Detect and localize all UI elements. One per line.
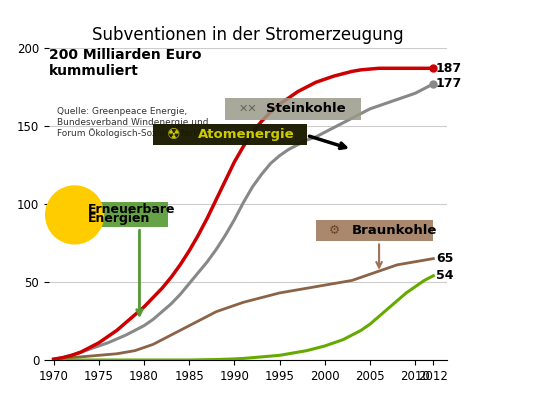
Text: 54: 54 xyxy=(436,269,453,282)
Text: Quelle: Greenpeace Energie,
Bundesverband Windenergie und
Forum Ökologisch-Sozia: Quelle: Greenpeace Energie, Bundesverban… xyxy=(57,107,247,138)
Text: ☢: ☢ xyxy=(167,127,180,142)
Text: Braunkohle: Braunkohle xyxy=(352,224,437,237)
FancyBboxPatch shape xyxy=(56,202,168,227)
FancyBboxPatch shape xyxy=(316,220,433,242)
Text: 65: 65 xyxy=(436,252,453,265)
Text: Atomenergie: Atomenergie xyxy=(198,128,295,141)
Text: 200 Milliarden Euro
kummuliert: 200 Milliarden Euro kummuliert xyxy=(49,48,202,78)
FancyBboxPatch shape xyxy=(226,98,361,120)
Text: ✕✕: ✕✕ xyxy=(239,104,258,114)
Title: Subventionen in der Stromerzeugung: Subventionen in der Stromerzeugung xyxy=(92,26,404,44)
Text: 187: 187 xyxy=(436,62,462,75)
Text: ⚙: ⚙ xyxy=(329,224,341,237)
Text: Erneuerbare: Erneuerbare xyxy=(88,203,175,216)
Text: Energien: Energien xyxy=(0,399,1,400)
Text: Energien: Energien xyxy=(88,212,150,225)
Text: Steinkohle: Steinkohle xyxy=(266,102,346,115)
Text: ☺: ☺ xyxy=(64,206,85,224)
Text: 177: 177 xyxy=(436,77,462,90)
FancyBboxPatch shape xyxy=(153,124,307,145)
